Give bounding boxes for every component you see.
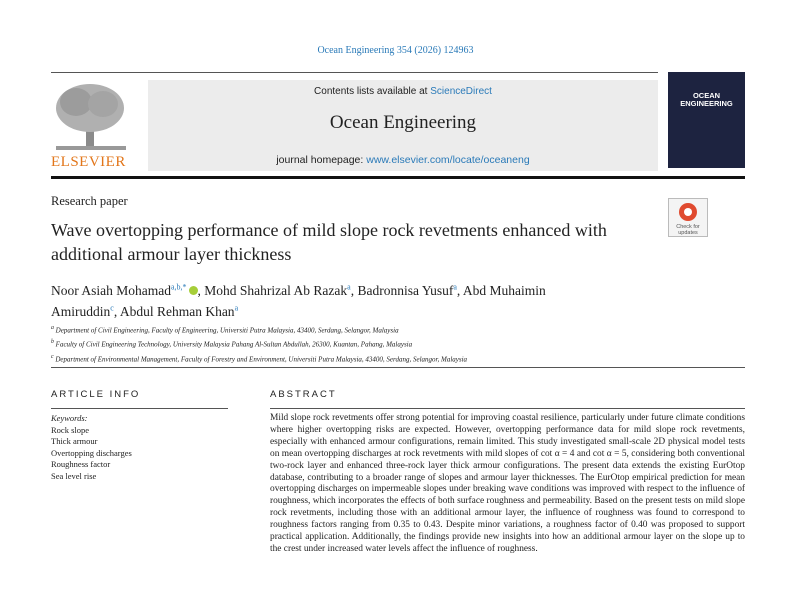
badge-text: Check for updates bbox=[676, 224, 700, 236]
article-title: Wave overtopping performance of mild slo… bbox=[51, 220, 607, 264]
section-heading: ABSTRACT bbox=[270, 389, 337, 400]
author-affiliation-mark: a bbox=[234, 303, 239, 313]
journal-box: Contents lists available at ScienceDirec… bbox=[148, 80, 658, 171]
author: Mohd Shahrizal Ab Razaka bbox=[204, 282, 354, 298]
author-name: Abdul Rehman Khan bbox=[119, 304, 235, 319]
keyword: Overtopping discharges bbox=[51, 447, 132, 458]
homepage-line: journal homepage: www.elsevier.com/locat… bbox=[148, 154, 658, 166]
citation[interactable]: Ocean Engineering 354 (2026) 124963 bbox=[317, 45, 474, 56]
contents-prefix: Contents lists available at bbox=[314, 86, 428, 97]
badge-icon bbox=[679, 203, 697, 221]
abstract-text: Mild slope rock revetments offer strong … bbox=[270, 413, 745, 554]
affiliation: a Department of Civil Engineering, Facul… bbox=[51, 322, 745, 336]
homepage-url[interactable]: www.elsevier.com/locate/oceaneng bbox=[366, 154, 530, 166]
author: Badronnisa Yusufa bbox=[357, 282, 460, 298]
author: Noor Asiah Mohamada,b,* bbox=[51, 282, 201, 298]
keywords: Keywords: Rock slope Thick armour Overtopp… bbox=[51, 413, 132, 482]
homepage-prefix: journal homepage: bbox=[276, 154, 364, 166]
affiliation: b Faculty of Civil Engineering Technolog… bbox=[51, 336, 745, 350]
affiliation: c Department of Environmental Management… bbox=[51, 351, 745, 365]
orcid-icon bbox=[188, 285, 198, 295]
author-name: Badronnisa Yusuf bbox=[357, 282, 454, 298]
author-affiliation-mark: a bbox=[453, 282, 457, 291]
rule bbox=[51, 408, 228, 409]
affiliation-label: b bbox=[51, 339, 54, 346]
rule bbox=[51, 176, 745, 179]
rule bbox=[270, 408, 745, 409]
journal-cover[interactable]: OCEAN ENGINEERING bbox=[668, 72, 745, 168]
rule bbox=[51, 72, 658, 73]
rule bbox=[51, 367, 745, 368]
check-updates[interactable]: Check for updates bbox=[668, 198, 708, 237]
author-affiliation-mark: a,b,* bbox=[170, 282, 187, 291]
keyword: Roughness factor bbox=[51, 459, 111, 469]
affiliation-text: Faculty of Civil Engineering Technology,… bbox=[55, 340, 413, 349]
affiliation-text: Department of Environmental Management, … bbox=[55, 354, 468, 363]
author-affiliation-mark: a bbox=[347, 282, 351, 291]
contents-line: Contents lists available at ScienceDirec… bbox=[148, 86, 658, 97]
section-heading: ARTICLE INFO bbox=[51, 389, 141, 400]
contents-link[interactable]: ScienceDirect bbox=[430, 86, 492, 97]
author-affiliation-mark: c bbox=[110, 303, 114, 313]
affiliation-label: c bbox=[51, 353, 54, 360]
affiliations: a Department of Civil Engineering, Facul… bbox=[51, 322, 745, 365]
cover-title: OCEAN ENGINEERING bbox=[680, 91, 733, 108]
author-name: Noor Asiah Mohamad bbox=[51, 282, 171, 298]
author: Abdul Rehman Khana bbox=[119, 303, 239, 320]
keyword: Sea level rise bbox=[51, 470, 97, 481]
author-name: Abd Muhaimin Amiruddin bbox=[51, 282, 546, 320]
keyword: Rock slope bbox=[51, 424, 90, 435]
publisher: ELSEVIER bbox=[51, 154, 126, 170]
journal-name: Ocean Engineering bbox=[329, 112, 477, 133]
author-name: Mohd Shahrizal Ab Razak bbox=[204, 282, 348, 298]
affiliation-label: a bbox=[51, 325, 54, 331]
keyword: Thick armour bbox=[51, 436, 98, 446]
publisher-logo bbox=[56, 84, 126, 150]
keywords-label: Keywords: bbox=[51, 413, 88, 423]
article-type: Research paper bbox=[51, 194, 128, 208]
affiliation-text: Department of Civil Engineering, Faculty… bbox=[55, 326, 399, 335]
authors: Noor Asiah Mohamada,b,* Mohd Shahrizal A… bbox=[51, 278, 551, 321]
